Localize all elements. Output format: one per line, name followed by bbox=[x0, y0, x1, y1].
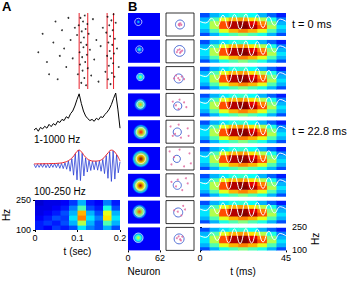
svg-text:100-250 Hz: 100-250 Hz bbox=[34, 186, 86, 197]
svg-text:B: B bbox=[128, 0, 137, 14]
svg-text:Hz: Hz bbox=[310, 233, 321, 245]
svg-text:t (sec): t (sec) bbox=[64, 246, 92, 257]
svg-text:250: 250 bbox=[292, 222, 307, 232]
svg-text:t = 0 ms: t = 0 ms bbox=[292, 18, 332, 30]
svg-text:45: 45 bbox=[281, 253, 291, 263]
svg-text:0: 0 bbox=[197, 253, 202, 263]
svg-text:1-1000 Hz: 1-1000 Hz bbox=[34, 134, 80, 145]
svg-text:A: A bbox=[2, 0, 12, 14]
svg-text:0: 0 bbox=[32, 233, 37, 243]
svg-text:Neuron: Neuron bbox=[128, 266, 161, 277]
svg-text:100: 100 bbox=[16, 225, 31, 235]
svg-text:t = 22.8 ms: t = 22.8 ms bbox=[292, 125, 347, 137]
svg-text:0.1: 0.1 bbox=[71, 233, 84, 243]
svg-text:0.2: 0.2 bbox=[114, 233, 127, 243]
svg-text:Hz: Hz bbox=[1, 209, 12, 221]
svg-text:t (ms): t (ms) bbox=[230, 266, 256, 277]
svg-text:250: 250 bbox=[16, 195, 31, 205]
svg-text:0: 0 bbox=[125, 253, 130, 263]
svg-text:100: 100 bbox=[292, 245, 307, 255]
svg-text:62: 62 bbox=[155, 253, 165, 263]
